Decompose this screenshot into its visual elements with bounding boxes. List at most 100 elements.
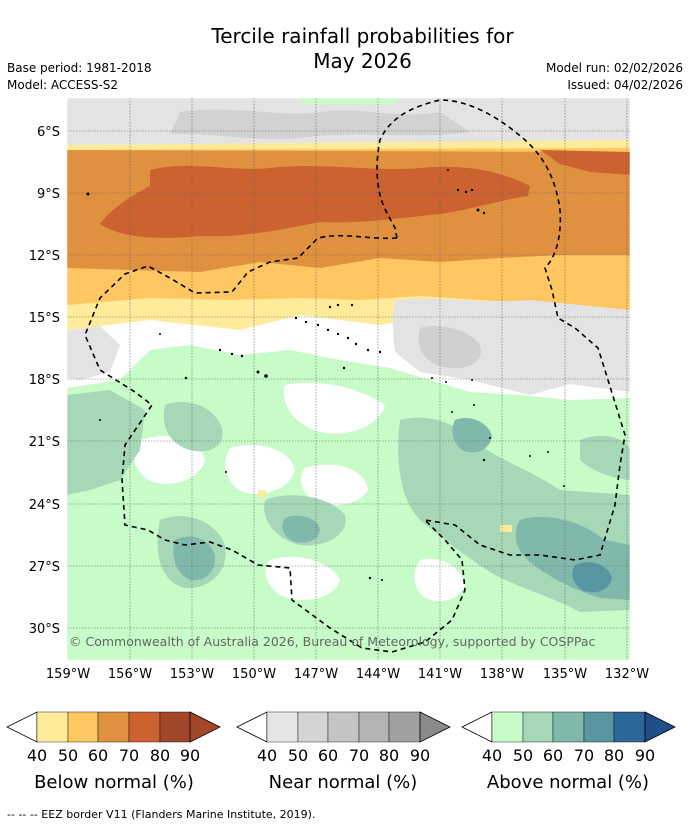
colorbar-below-seg-5 [159,711,191,743]
colorbar-above-seg-2 [522,711,554,743]
colorbar-near-normal: 40 50 60 70 80 90 Near normal (%) [236,711,451,793]
lon-label: 150°W [232,667,276,682]
title-line-2: May 2026 [313,49,412,73]
lat-label: 12°S [29,249,60,264]
colorbar-above-title: Above normal (%) [487,772,649,793]
colorbar-below-tick: 80 [150,746,170,765]
lon-label: 141°W [418,667,462,682]
colorbar-above-tick: 40 [482,746,502,765]
latitude-labels: 6°S 9°S 12°S 15°S 18°S 21°S 24°S 27°S 30… [29,125,60,637]
above-normal-50-west [67,390,145,495]
lon-label: 147°W [294,667,338,682]
lat-label: 9°S [37,187,60,202]
colorbar-below-normal: 40 50 60 70 80 90 Below normal (%) [6,711,221,793]
lat-label: 18°S [29,373,60,388]
colorbar-above-normal: 40 50 60 70 80 90 Above normal (%) [461,711,676,793]
colorbar-above-tick: 70 [574,746,594,765]
colorbar-below-seg-2 [67,711,99,743]
colorbar-above-low-arrow [461,711,493,743]
colorbar-above-seg-3 [552,711,585,743]
colorbar-above-seg-4 [583,711,615,743]
above-normal-70-east [572,562,612,593]
colorbar-near-tick: 60 [318,746,338,765]
map-title: Tercile rainfall probabilities for May 2… [0,24,690,74]
lon-label: 144°W [356,667,400,682]
colorbar-above-tick: 90 [635,746,655,765]
colorbar-near-seg-1 [266,711,299,743]
colorbar-below-tick: 40 [27,746,47,765]
colorbar-above-tick: 60 [543,746,563,765]
white-hole-6 [414,558,465,602]
colorbar-near-tick: 80 [379,746,399,765]
colorbar-below-high-arrow [189,711,221,743]
above-normal-50-se [580,435,630,480]
meta-right: Model run: 02/02/2026 Issued: 04/02/2026 [546,60,683,94]
lon-label: 153°W [170,667,214,682]
colorbar-below-seg-1 [36,711,69,743]
below-normal-patch-small [258,490,266,497]
colorbar-near-seg-4 [358,711,390,743]
colorbar-near-tick: 40 [257,746,277,765]
near-normal-patch-north [170,109,470,139]
issued-date: Issued: 04/02/2026 [567,78,683,92]
lat-label: 6°S [37,125,60,140]
colorbar-above-tick: 80 [604,746,624,765]
colorbar-near-seg-5 [388,711,421,743]
colorbar-above-seg-1 [491,711,524,743]
colorbar-below-tick: 90 [180,746,200,765]
islands [86,169,565,581]
eez-legend-footer: -- -- -- EEZ border V11 (Flanders Marine… [7,808,316,821]
colorbar-near-seg-3 [327,711,360,743]
lat-label: 24°S [29,498,60,513]
gridlines [67,98,630,660]
colorbar-below-low-arrow [6,711,38,743]
below-normal-band-70 [100,165,530,238]
colorbar-below-tick: 60 [88,746,108,765]
lon-label: 135°W [543,667,587,682]
colorbar-near-tick: 90 [410,746,430,765]
lat-label: 30°S [29,622,60,637]
white-hole-4 [300,464,368,506]
colorbar-near-tick: 50 [288,746,308,765]
lat-label: 27°S [29,560,60,575]
colorbar-above-tick: 50 [513,746,533,765]
above-normal-patch-top [300,98,400,104]
lon-label: 156°W [108,667,152,682]
lat-label: 15°S [29,311,60,326]
lon-label: 159°W [46,667,90,682]
colorbar-below-title: Below normal (%) [34,772,194,793]
base-period: Base period: 1981-2018 [7,61,152,75]
colorbar-above-high-arrow [644,711,676,743]
white-hole-5 [265,556,340,600]
longitude-labels: 159°W 156°W 153°W 150°W 147°W 144°W 141°… [46,667,649,682]
above-normal-60-center [282,515,320,543]
above-normal-60-ne [452,417,492,453]
eez-borders [84,99,626,653]
below-normal-band-70-right [540,150,630,175]
colorbar-below-seg-3 [97,711,130,743]
colorbar-below-tick: 70 [119,746,139,765]
near-normal-middle-left [67,326,120,380]
white-hole-2 [284,382,385,434]
colorbar-below-tick: 50 [58,746,78,765]
near-normal-middle-right [392,298,630,395]
lon-label: 132°W [605,667,649,682]
below-normal-patch-east [500,525,512,532]
colorbar-above-seg-5 [613,711,646,743]
above-normal-60-sw [173,536,216,581]
copyright-text: © Commonwealth of Australia 2026, Bureau… [69,634,595,649]
colorbar-near-high-arrow [419,711,451,743]
colorbar-near-low-arrow [236,711,268,743]
map-frame [66,97,631,661]
model-name: Model: ACCESS-S2 [7,78,119,92]
colorbar-near-seg-2 [297,711,329,743]
map-area: © Commonwealth of Australia 2026, Bureau… [67,98,630,660]
meta-left: Base period: 1981-2018 Model: ACCESS-S2 [7,60,152,94]
colorbar-near-tick: 70 [349,746,369,765]
model-run: Model run: 02/02/2026 [545,61,683,75]
lat-label: 21°S [29,435,60,450]
title-line-1: Tercile rainfall probabilities for [211,24,514,48]
above-normal-50-wc [163,401,223,452]
colorbar-below-seg-4 [128,711,161,743]
